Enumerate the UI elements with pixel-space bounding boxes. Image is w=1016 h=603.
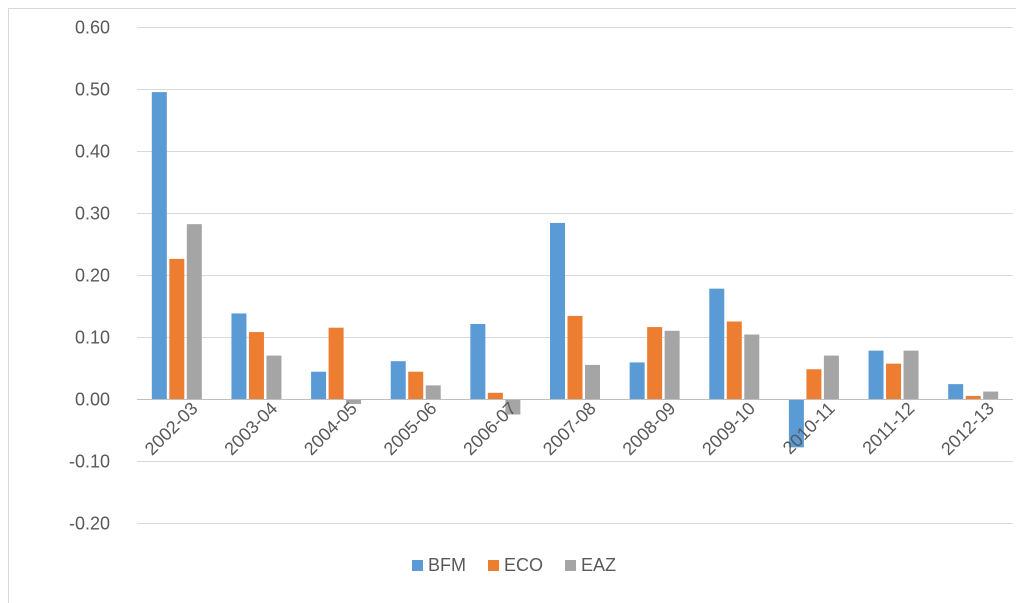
legend-swatch [488,560,499,571]
y-tick-label: 0.00 [75,390,110,410]
x-tick-label: 2006-07 [459,398,520,459]
bar-eaz [505,399,521,415]
y-tick-label: 0.10 [75,328,110,348]
x-tick-label: 2002-03 [141,398,202,459]
legend-swatch [565,560,577,571]
bar-eaz [903,350,919,399]
bar-bfm [151,92,167,399]
bar-eaz [744,334,760,399]
y-tick-label: 0.30 [75,204,110,224]
bar-bfm [709,288,725,399]
bar-bfm [550,222,565,399]
bar-bfm [311,371,327,399]
bar-eco [567,315,583,399]
bar-eco [806,369,822,399]
bar-eco [965,395,981,399]
bar-eaz [186,224,202,399]
bar-eco [726,321,742,399]
bar-bfm [948,384,964,399]
legend-item-eaz: EAZ [565,555,616,575]
y-tick-label: 0.60 [75,18,110,38]
bar-bfm [868,350,884,399]
bar-eco [487,392,503,399]
bar-eco [886,363,902,399]
bar-eaz [983,391,999,399]
bar-eaz [664,330,680,399]
y-axis: -0.20 -0.10 0.00 0.10 0.20 0.30 0.40 0.50 0.60 [69,18,110,534]
bar-bfm [231,313,247,399]
x-axis: 2002-03 2003-04 2004-05 2005-06 2006-07 2007-… [141,398,998,459]
legend-item-eco: ECO [488,555,543,575]
y-tick-label: 0.50 [75,80,110,100]
y-tick-label: 0.40 [75,142,110,162]
legend: BFM ECO EAZ [412,555,616,575]
x-tick-label: 2011-12 [858,398,918,458]
legend-label: EAZ [581,555,616,575]
y-tick-label: 0.20 [75,266,110,286]
bar-eaz [425,385,441,399]
bar-eaz [266,355,282,399]
legend-item-bfm: BFM [412,555,466,575]
bar-eco [169,258,185,399]
bars [151,92,999,448]
legend-label: BFM [428,555,466,575]
bar-eaz [585,364,600,399]
x-tick-label: 2008-09 [619,398,680,459]
bar-eco [248,332,264,399]
x-tick-label: 2005-06 [380,398,441,459]
y-tick-label: -0.20 [69,514,110,534]
x-tick-label: 2007-08 [539,398,600,459]
legend-label: ECO [504,555,543,575]
x-tick-label: 2004-05 [300,398,361,459]
bar-bfm [470,323,486,399]
bar-bfm [629,362,645,399]
bar-eaz [346,399,362,404]
x-tick-label: 2010-11 [779,398,839,458]
x-tick-label: 2003-04 [220,398,281,459]
bar-eco [408,371,424,399]
legend-swatch [412,560,423,571]
x-tick-label: 2012-13 [937,398,998,459]
bar-bfm [788,399,804,448]
bar-eco [328,327,344,399]
y-tick-label: -0.10 [69,452,110,472]
bar-eco [647,327,663,399]
bar-bfm [390,361,406,399]
bar-eaz [823,355,839,399]
x-tick-label: 2009-10 [698,398,759,459]
